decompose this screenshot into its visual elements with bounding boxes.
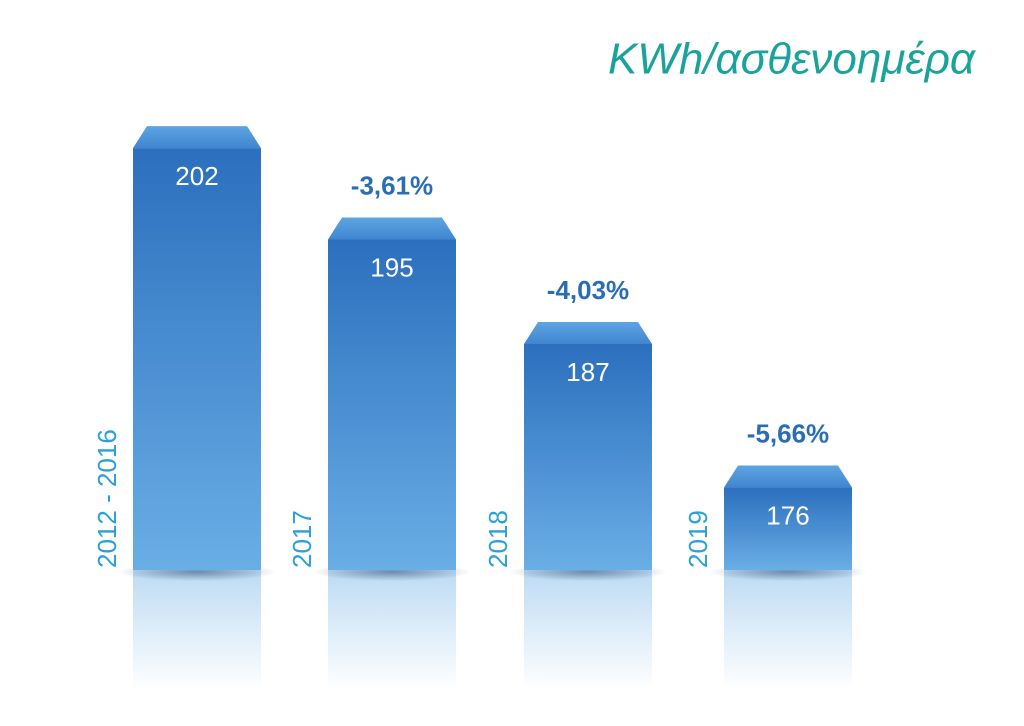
value-label: 187 <box>566 357 609 387</box>
change-label: -5,66% <box>747 418 829 448</box>
x-tick-label: 2017 <box>287 510 317 568</box>
bar-reflection <box>724 570 852 690</box>
bar <box>328 239 456 570</box>
change-label: -3,61% <box>351 170 433 200</box>
bar <box>133 148 261 570</box>
bar-cap <box>524 321 652 344</box>
bar-reflection <box>328 570 456 690</box>
x-tick-label: 2012 - 2016 <box>92 429 122 568</box>
bar-cap <box>328 217 456 240</box>
bar <box>524 343 652 570</box>
value-label: 202 <box>175 161 218 191</box>
bar-cap <box>133 126 261 149</box>
value-label: 176 <box>766 500 809 530</box>
bar-cap <box>724 465 852 488</box>
value-label: 195 <box>370 252 413 282</box>
chart-title: KWh/ασθενοημέρα <box>608 35 977 84</box>
bar-reflection <box>524 570 652 690</box>
bar-reflection <box>133 570 261 690</box>
x-tick-label: 2018 <box>483 510 513 568</box>
bar <box>724 487 852 570</box>
x-tick-label: 2019 <box>683 510 713 568</box>
change-label: -4,03% <box>547 275 629 305</box>
